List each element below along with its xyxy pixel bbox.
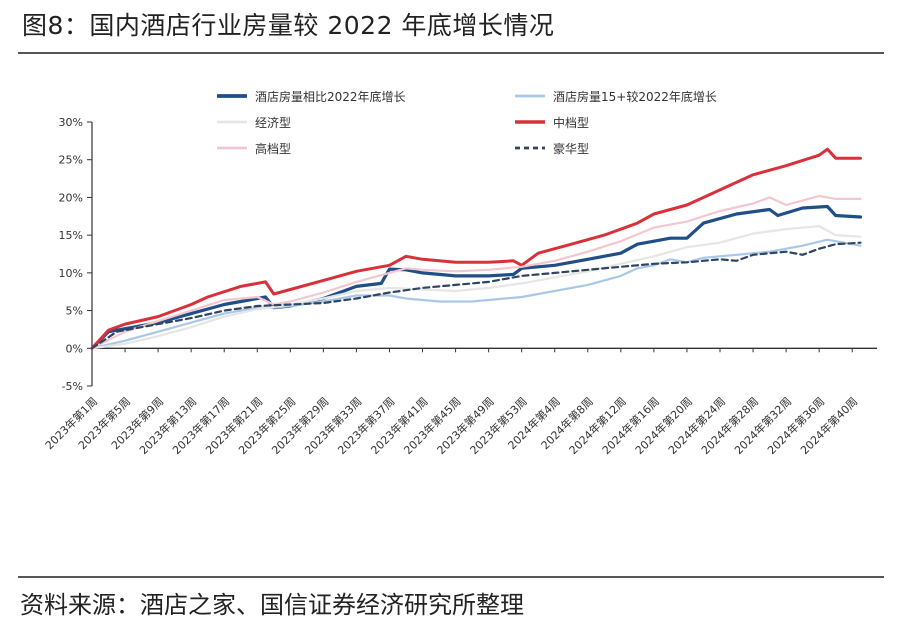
figure-title: 图8：国内酒店行业房量较 2022 年底增长情况 bbox=[22, 11, 555, 40]
series-line bbox=[90, 147, 862, 350]
y-tick-label: 30% bbox=[59, 116, 83, 129]
series-line bbox=[90, 225, 862, 350]
y-tick-label: 0% bbox=[66, 342, 83, 355]
x-tick-label: 2024年第32周 bbox=[731, 394, 794, 457]
axes: -5%0%5%10%15%20%25%30%2023年第1周2023年第5周20… bbox=[42, 116, 877, 457]
x-tick-label: 2023年第37周 bbox=[335, 394, 398, 457]
x-tick-label: 2024年第16周 bbox=[599, 394, 662, 457]
y-tick-label: 5% bbox=[66, 305, 83, 318]
series-line bbox=[90, 204, 863, 350]
x-tick-label: 2023年第33周 bbox=[302, 394, 365, 457]
x-tick-label: 2023年第53周 bbox=[467, 394, 530, 457]
legend-label: 中档型 bbox=[553, 115, 589, 130]
x-tick-label: 2023年第17周 bbox=[169, 394, 232, 457]
x-tick-label: 2024年第36周 bbox=[764, 394, 827, 457]
x-tick-label: 2024年第24周 bbox=[665, 394, 728, 457]
y-tick-label: -5% bbox=[62, 380, 83, 393]
source-divider bbox=[18, 576, 884, 578]
x-tick-label: 2023年第13周 bbox=[136, 394, 199, 457]
y-tick-label: 10% bbox=[59, 267, 83, 280]
x-tick-label: 2023年第25周 bbox=[236, 394, 299, 457]
series-line bbox=[90, 194, 862, 350]
legend-label: 豪华型 bbox=[553, 141, 589, 156]
legend-label: 酒店房量相比2022年底增长 bbox=[255, 89, 406, 104]
series-lines bbox=[90, 147, 863, 350]
x-tick-label: 2024年第28周 bbox=[698, 394, 761, 457]
x-tick-label: 2024年第40周 bbox=[797, 394, 860, 457]
x-tick-label: 2023年第29周 bbox=[269, 394, 332, 457]
y-tick-label: 15% bbox=[59, 229, 83, 242]
x-tick-label: 2023年第45周 bbox=[401, 394, 464, 457]
x-tick-label: 2023年第41周 bbox=[368, 394, 431, 457]
x-tick-label: 2024年第12周 bbox=[566, 394, 629, 457]
x-tick-label: 2023年第21周 bbox=[202, 394, 265, 457]
line-chart: -5%0%5%10%15%20%25%30%2023年第1周2023年第5周20… bbox=[42, 89, 877, 457]
y-tick-label: 25% bbox=[59, 154, 83, 167]
source-note: 资料来源：酒店之家、国信证券经济研究所整理 bbox=[20, 591, 524, 619]
legend-label: 酒店房量15+较2022年底增长 bbox=[553, 89, 717, 104]
x-tick-label: 2024年第20周 bbox=[632, 394, 695, 457]
title-divider bbox=[18, 52, 884, 54]
legend-label: 经济型 bbox=[255, 115, 291, 130]
legend-label: 高档型 bbox=[255, 141, 291, 156]
y-tick-label: 20% bbox=[59, 191, 83, 204]
x-tick-label: 2023年第49周 bbox=[434, 394, 497, 457]
series-line bbox=[90, 238, 862, 350]
series-line bbox=[90, 241, 862, 350]
